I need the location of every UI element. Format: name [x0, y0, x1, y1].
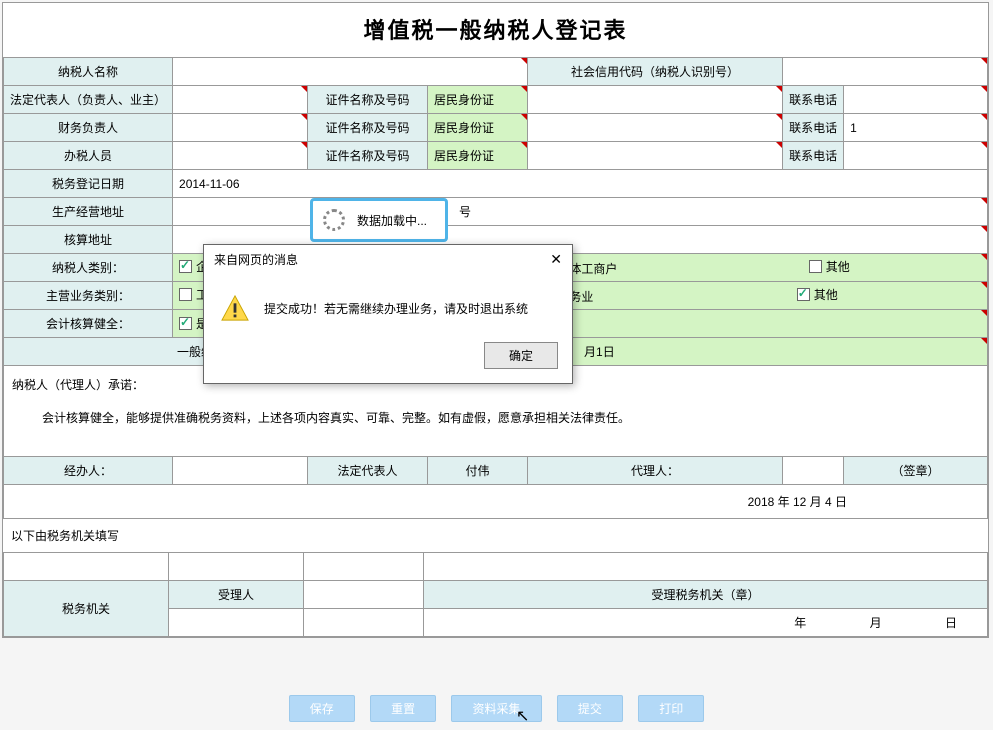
label-credit-code: 社会信用代码（纳税人识别号）: [528, 58, 783, 86]
tax-org-blank2: [169, 553, 304, 581]
check-other-type[interactable]: [809, 260, 822, 273]
label-agent: 代理人：: [528, 457, 783, 485]
label-taxpayer-name: 纳税人名称: [4, 58, 173, 86]
label-tax-staff: 办税人员: [4, 142, 173, 170]
label-reg-date: 税务登记日期: [4, 170, 173, 198]
select-cert2-type[interactable]: 居民身份证: [428, 114, 528, 142]
label-acct-addr: 核算地址: [4, 226, 173, 254]
label-org-stamp: 受理税务机关（章）: [424, 581, 988, 609]
label-biz-addr: 生产经营地址: [4, 198, 173, 226]
reset-button[interactable]: 重置: [370, 695, 436, 722]
save-button[interactable]: 保存: [289, 695, 355, 722]
tax-org-blank3: [304, 553, 424, 581]
bottom-note: 以下由税务机关填写: [3, 519, 988, 552]
input-agent[interactable]: [783, 457, 844, 485]
input-cert2-num[interactable]: [528, 114, 783, 142]
label-taxpayer-type: 纳税人类别：: [4, 254, 173, 282]
spinner-icon: [323, 209, 345, 231]
print-button[interactable]: 打印: [638, 695, 704, 722]
ok-button[interactable]: 确定: [484, 342, 558, 369]
input-handler[interactable]: [173, 457, 308, 485]
loading-text: 数据加载中...: [357, 212, 427, 229]
input-credit-code[interactable]: [783, 58, 988, 86]
check-enterprise[interactable]: [179, 260, 192, 273]
input-receiver[interactable]: [304, 581, 424, 609]
select-cert3-type[interactable]: 居民身份证: [428, 142, 528, 170]
submit-button[interactable]: 提交: [557, 695, 623, 722]
label-cert2: 证件名称及号码: [308, 114, 428, 142]
tax-org-blank6: [304, 609, 424, 637]
input-reg-date[interactable]: 2014-11-06: [173, 170, 988, 198]
input-cert3-num[interactable]: [528, 142, 783, 170]
dialog-title-text: 来自网页的消息: [214, 251, 298, 268]
select-cert1-type[interactable]: 居民身份证: [428, 86, 528, 114]
page-title: 增值税一般纳税人登记表: [3, 3, 988, 57]
check-acct-yes[interactable]: [179, 317, 192, 330]
label-handler: 经办人：: [4, 457, 173, 485]
input-biz-addr[interactable]: 号: [173, 198, 988, 226]
label-legal: 法定代表人: [308, 457, 428, 485]
biz-addr-unit: 号: [459, 205, 471, 219]
input-legal-rep[interactable]: [173, 86, 308, 114]
tax-org-blank5: [169, 609, 304, 637]
cursor-icon: ↖: [516, 706, 529, 726]
tax-org-blank4: [424, 553, 988, 581]
label-legal-rep: 法定代表人（负责人、业主）: [4, 86, 173, 114]
label-phone2: 联系电话: [783, 114, 844, 142]
input-cert1-num[interactable]: [528, 86, 783, 114]
close-icon[interactable]: ✕: [550, 251, 562, 268]
input-phone3[interactable]: [844, 142, 988, 170]
input-tax-staff[interactable]: [173, 142, 308, 170]
tax-org-table: 税务机关 受理人 受理税务机关（章） 年 月 日: [3, 552, 988, 637]
warning-icon: [220, 294, 250, 322]
label-finance-lead: 财务负责人: [4, 114, 173, 142]
label-cert3: 证件名称及号码: [308, 142, 428, 170]
tax-org-blank1: [4, 553, 169, 581]
loading-popup: 数据加载中...: [310, 198, 448, 242]
tax-org-date: 年 月 日: [424, 609, 988, 637]
label-stamp: （签章）: [844, 457, 988, 485]
check-industry[interactable]: [179, 288, 192, 301]
dialog-message: 提交成功！若无需继续办理业务，请及时退出系统: [264, 300, 528, 317]
label-cert1: 证件名称及号码: [308, 86, 428, 114]
alert-dialog: 来自网页的消息 ✕ 提交成功！若无需继续办理业务，请及时退出系统 确定: [203, 244, 573, 384]
footer-toolbar: 保存 重置 资料采集 提交 打印: [0, 695, 993, 722]
input-phone1[interactable]: [844, 86, 988, 114]
date-line: 2018 年 12 月 4 日: [4, 485, 988, 519]
input-phone2[interactable]: 1: [844, 114, 988, 142]
label-phone3: 联系电话: [783, 142, 844, 170]
dialog-titlebar: 来自网页的消息 ✕: [204, 245, 572, 274]
label-name: 付伟: [428, 457, 528, 485]
input-finance-lead[interactable]: [173, 114, 308, 142]
label-receiver: 受理人: [169, 581, 304, 609]
label-main-biz: 主营业务类别：: [4, 282, 173, 310]
label-tax-org: 税务机关: [4, 581, 169, 637]
check-other-biz[interactable]: [797, 288, 810, 301]
input-taxpayer-name[interactable]: [173, 58, 528, 86]
promise-text: 会计核算健全，能够提供准确税务资料，上述各项内容真实、可靠、完整。如有虚假，愿意…: [12, 409, 979, 426]
label-acct-complete: 会计核算健全：: [4, 310, 173, 338]
label-phone1: 联系电话: [783, 86, 844, 114]
